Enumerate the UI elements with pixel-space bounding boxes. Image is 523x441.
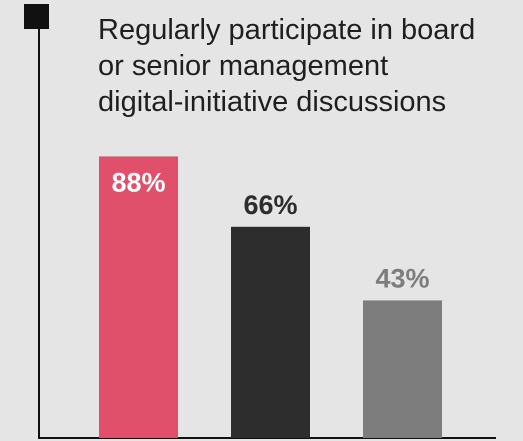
value-label-3: 43%: [375, 263, 429, 293]
chart-title-line-1: Regularly participate in board: [98, 14, 475, 46]
bar-66-percent: [231, 226, 310, 438]
chart-marker-square: [24, 4, 49, 29]
bars-group: [99, 156, 442, 438]
bar-43-percent: [363, 300, 442, 438]
chart-title-line-2: or senior management: [98, 50, 388, 82]
chart-title-line-3: digital-initiative discussions: [98, 86, 446, 118]
value-label-1: 88%: [111, 167, 165, 197]
bar-88-percent: [99, 156, 178, 438]
value-label-2: 66%: [243, 190, 297, 220]
value-labels-group: 88% 66% 43%: [111, 167, 429, 293]
